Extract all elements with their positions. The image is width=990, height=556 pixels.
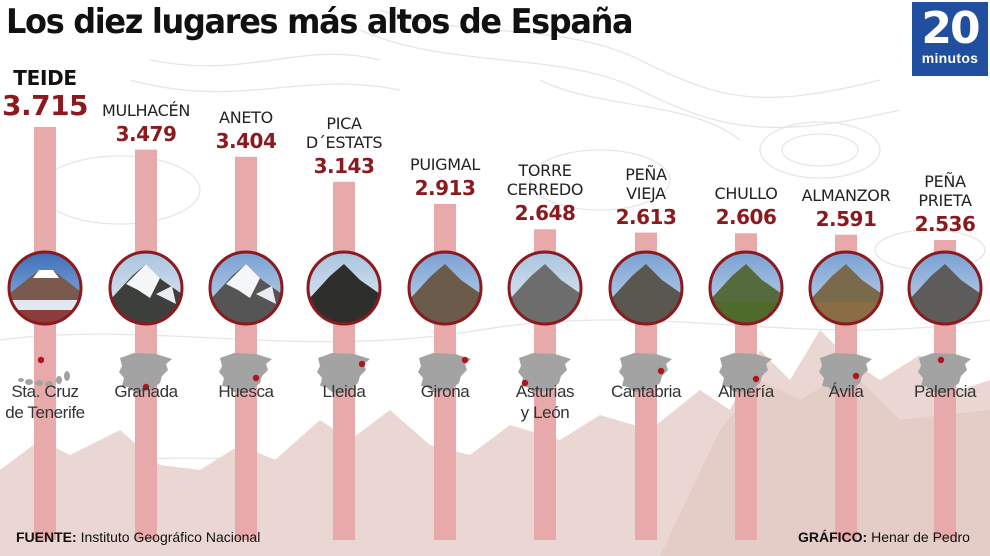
province-label-pe-a-prieta: Palencia [913,382,977,401]
province-label-puigmal: Girona [420,382,470,401]
peak-name-torre-cerredo: TORRE CERREDO [506,161,584,200]
value-label-pica-d-estats: 3.143 [313,153,375,178]
peak-name-teide: TEIDE [13,66,77,90]
province-label-chullo: Almería [718,382,774,401]
peak-name-pe-a-vieja: PEÑA VIEJA [625,164,667,203]
value-label-pe-a-prieta: 2.536 [914,212,976,236]
peak-name-pica-d-estats: PICA D´ESTATS [305,113,383,152]
peak-name-chullo: CHULLO [714,184,778,204]
canary-islands-map-icon [18,356,70,387]
rocky-peak-photo-icon [507,250,583,326]
bar-aneto [235,156,257,540]
page-title: Los diez lugares más altos de España [6,2,634,42]
spain-map-icon [518,353,571,392]
location-marker [752,375,760,383]
province-label-torre-cerredo: Asturias y León [515,382,575,422]
location-marker [252,374,260,382]
province-label-teide: Sta. Cruz de Tenerife [5,382,85,422]
rocky-peak-photo-icon [407,250,483,326]
value-label-teide: 3.715 [1,89,89,122]
location-marker [521,379,529,387]
province-label-almanzor: Ávila [828,382,864,401]
logo-word: minutos [921,50,979,66]
value-label-puigmal: 2.913 [414,175,476,200]
location-marker [142,383,150,391]
source-note: FUENTE: Instituto Geográfico Nacional [16,528,260,546]
spain-map-icon [219,353,272,392]
value-label-mulhac-n: 3.479 [115,121,177,146]
value-label-chullo: 2.606 [715,205,777,230]
rocky-peak-photo-icon [907,250,983,326]
location-marker [937,356,945,364]
province-label-mulhac-n: Granada [114,382,178,401]
snowy-peak-photo-icon [108,250,184,326]
peak-name-pe-a-prieta: PEÑA PRIETA [918,172,972,210]
rocky-peak-photo-icon [608,250,684,326]
rocky-peak-photo-icon [808,250,884,326]
rocky-peak-photo-icon [306,250,382,326]
graphic-value: Henar de Pedro [871,529,970,545]
value-label-torre-cerredo: 2.648 [514,201,576,226]
logo-number: 20 [921,3,980,54]
spain-map-icon [918,353,971,392]
brand-logo: 20 minutos [912,2,988,76]
peak-name-almanzor: ALMANZOR [801,185,891,205]
location-marker [657,367,665,375]
rocky-peak-photo-icon [708,250,784,326]
location-marker [358,360,366,368]
spain-map-icon [418,353,471,392]
spain-map-icon [819,353,872,392]
peak-name-mulhac-n: MULHACÉN [102,100,190,120]
peak-name-aneto: ANETO [219,107,273,127]
location-marker [852,372,860,380]
value-label-aneto: 3.404 [215,128,277,153]
province-label-pica-d-estats: Lleida [322,382,366,401]
value-label-almanzor: 2.591 [815,206,877,231]
snowy-peak-photo-icon [208,250,284,326]
spain-map-icon [619,353,672,392]
location-marker [37,356,45,364]
source-value: Instituto Geográfico Nacional [80,529,261,545]
province-label-aneto: Huesca [218,382,274,401]
spain-map-icon [317,353,370,392]
province-label-pe-a-vieja: Cantabria [610,382,682,401]
spain-map-icon [119,353,172,392]
graphic-credit: GRÁFICO: Henar de Pedro [798,528,970,546]
source-label: FUENTE: [16,529,77,545]
bar-mulhac-n [135,149,157,540]
spain-map-icon [719,353,772,392]
location-marker [461,356,469,364]
volcano-photo-icon [7,250,83,326]
value-label-pe-a-vieja: 2.613 [615,204,677,229]
bar-teide [34,127,56,540]
peak-name-puigmal: PUIGMAL [409,154,481,174]
graphic-label: GRÁFICO: [798,529,868,545]
